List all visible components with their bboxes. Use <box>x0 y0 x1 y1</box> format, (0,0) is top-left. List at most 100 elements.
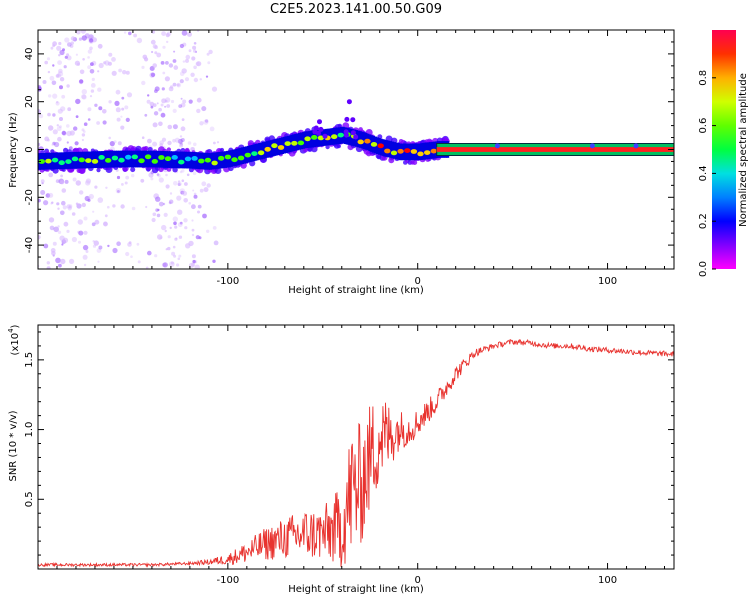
noise-dot <box>51 201 54 204</box>
noise-dot <box>123 31 127 34</box>
noise-dot <box>178 235 183 239</box>
snr-scale-label: (x104) <box>7 324 21 355</box>
noise-dot <box>64 37 70 43</box>
noise-dot <box>161 98 167 104</box>
ridge-band <box>358 131 362 148</box>
noise-dot <box>81 35 88 41</box>
noise-dot <box>188 99 193 104</box>
ridge-halo <box>318 126 324 132</box>
noise-dot <box>206 229 210 233</box>
ridge-core <box>131 154 138 160</box>
noise-dot <box>183 198 188 203</box>
noise-dot <box>212 259 216 263</box>
spectrogram-marks <box>38 30 674 269</box>
noise-dot <box>83 216 88 221</box>
noise-dot <box>47 112 51 117</box>
ridge-halo <box>312 129 318 135</box>
noise-dot <box>115 89 121 95</box>
noise-dot <box>58 263 62 268</box>
noise-dot <box>75 180 82 186</box>
ridge-band <box>429 142 433 159</box>
noise-dot <box>85 178 91 184</box>
ridge-core <box>125 154 132 160</box>
noise-dot <box>61 188 67 193</box>
noise-dot <box>57 207 60 210</box>
noise-dot <box>107 205 110 209</box>
ridge-core <box>78 157 85 163</box>
ridge-band <box>148 150 152 168</box>
noise-dot <box>184 77 190 82</box>
noise-dot <box>38 198 41 203</box>
noise-dot <box>98 245 103 250</box>
noise-dot <box>177 182 182 186</box>
noise-dot <box>146 99 151 104</box>
noise-dot <box>77 62 80 66</box>
ridge-core <box>390 150 398 156</box>
noise-dot <box>133 33 138 38</box>
noise-dot <box>125 70 130 75</box>
snr-scale-close: ) <box>10 324 21 328</box>
noise-dot <box>178 254 182 258</box>
ridge-core <box>178 159 185 165</box>
noise-dot <box>151 30 156 34</box>
noise-dot <box>172 59 177 63</box>
ridge-band <box>70 152 74 169</box>
ridge-band <box>142 150 146 168</box>
noise-dot <box>52 113 56 117</box>
ridge-halo <box>317 119 322 125</box>
noise-dot <box>61 130 66 136</box>
noise-dot <box>40 190 46 195</box>
noise-dot <box>52 129 58 135</box>
noise-dot <box>184 182 188 186</box>
noise-dot <box>88 193 95 200</box>
noise-dot <box>164 229 167 233</box>
noise-dot <box>180 138 185 142</box>
noise-dot <box>49 75 55 81</box>
noise-dot <box>153 111 159 116</box>
noise-dot <box>88 35 92 39</box>
ridge-band <box>362 132 366 149</box>
noise-dot <box>155 208 159 212</box>
noise-dot <box>59 235 65 241</box>
noise-dot <box>191 254 196 259</box>
noise-dot <box>92 240 95 243</box>
noise-dot <box>191 204 196 210</box>
noise-dot <box>166 104 171 108</box>
noise-dot <box>204 119 209 123</box>
x-tick-label: 0 <box>415 276 421 287</box>
noise-dot <box>155 196 161 202</box>
noise-dot <box>57 60 62 65</box>
noise-dot <box>62 205 67 210</box>
ridge-core <box>384 148 391 154</box>
noise-dot <box>105 186 108 189</box>
noise-dot <box>45 193 51 198</box>
tone-dot <box>633 143 639 149</box>
noise-dot <box>96 248 102 254</box>
noise-dot <box>141 136 145 139</box>
noise-dot <box>82 58 85 61</box>
noise-dot <box>38 85 42 90</box>
noise-dot <box>60 106 66 112</box>
noise-dot <box>190 72 195 78</box>
ridge-band <box>296 133 300 151</box>
noise-dot <box>60 258 66 265</box>
noise-dot <box>161 224 167 231</box>
noise-dot <box>152 212 157 217</box>
noise-dot <box>61 200 66 206</box>
noise-dot <box>48 217 55 223</box>
noise-dot <box>87 56 90 59</box>
noise-dot <box>181 179 185 182</box>
noise-dot <box>152 63 157 68</box>
noise-dot <box>87 65 91 70</box>
snr-scale-exp: 4 <box>7 328 15 333</box>
noise-dot <box>48 125 54 131</box>
noise-dot <box>55 74 60 78</box>
noise-dot <box>182 99 187 104</box>
noise-dot <box>46 261 50 265</box>
colorbar-tick-label: 0.2 <box>698 213 709 229</box>
ridge-halo <box>388 157 395 164</box>
noise-dot <box>112 204 116 208</box>
noise-dot <box>193 142 197 147</box>
noise-dot <box>157 174 161 178</box>
noise-dot <box>66 124 70 128</box>
